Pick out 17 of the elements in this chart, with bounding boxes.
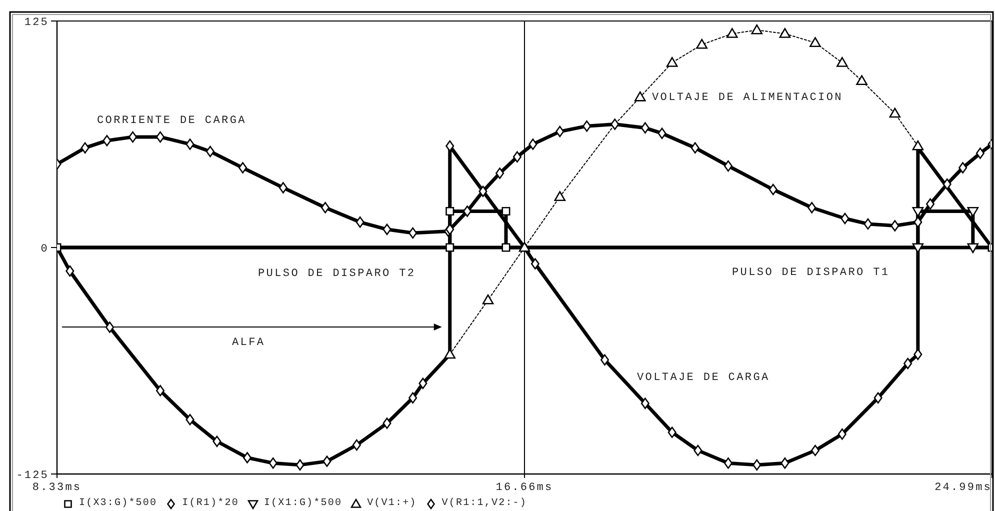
- y-tick-label: 125: [24, 17, 49, 29]
- annotation: CORRIENTE DE CARGA: [97, 114, 246, 127]
- x-tick-label: 8.33ms: [32, 482, 82, 494]
- annotation: PULSO DE DISPARO T1: [732, 266, 890, 279]
- x-tick-label: 24.99ms: [934, 482, 992, 494]
- y-tick-label: 0: [40, 244, 49, 256]
- annotation: ALFA: [232, 336, 266, 349]
- y-tick-label: -125: [16, 470, 49, 482]
- annotation: VOLTAJE DE ALIMENTACION: [652, 92, 843, 104]
- x-tick-label: 16.66ms: [496, 482, 554, 494]
- annotation: PULSO DE DISPARO T2: [258, 268, 416, 280]
- annotation: VOLTAJE DE CARGA: [637, 372, 770, 384]
- legend-label: I(X1:G)*500: [264, 497, 342, 511]
- legend-label: I(X3:G)*500: [79, 497, 158, 511]
- legend-label: I(R1)*20: [182, 497, 239, 511]
- legend-label: V(R1:1,V2:-): [442, 497, 527, 511]
- legend-label: V(V1:+): [367, 497, 417, 511]
